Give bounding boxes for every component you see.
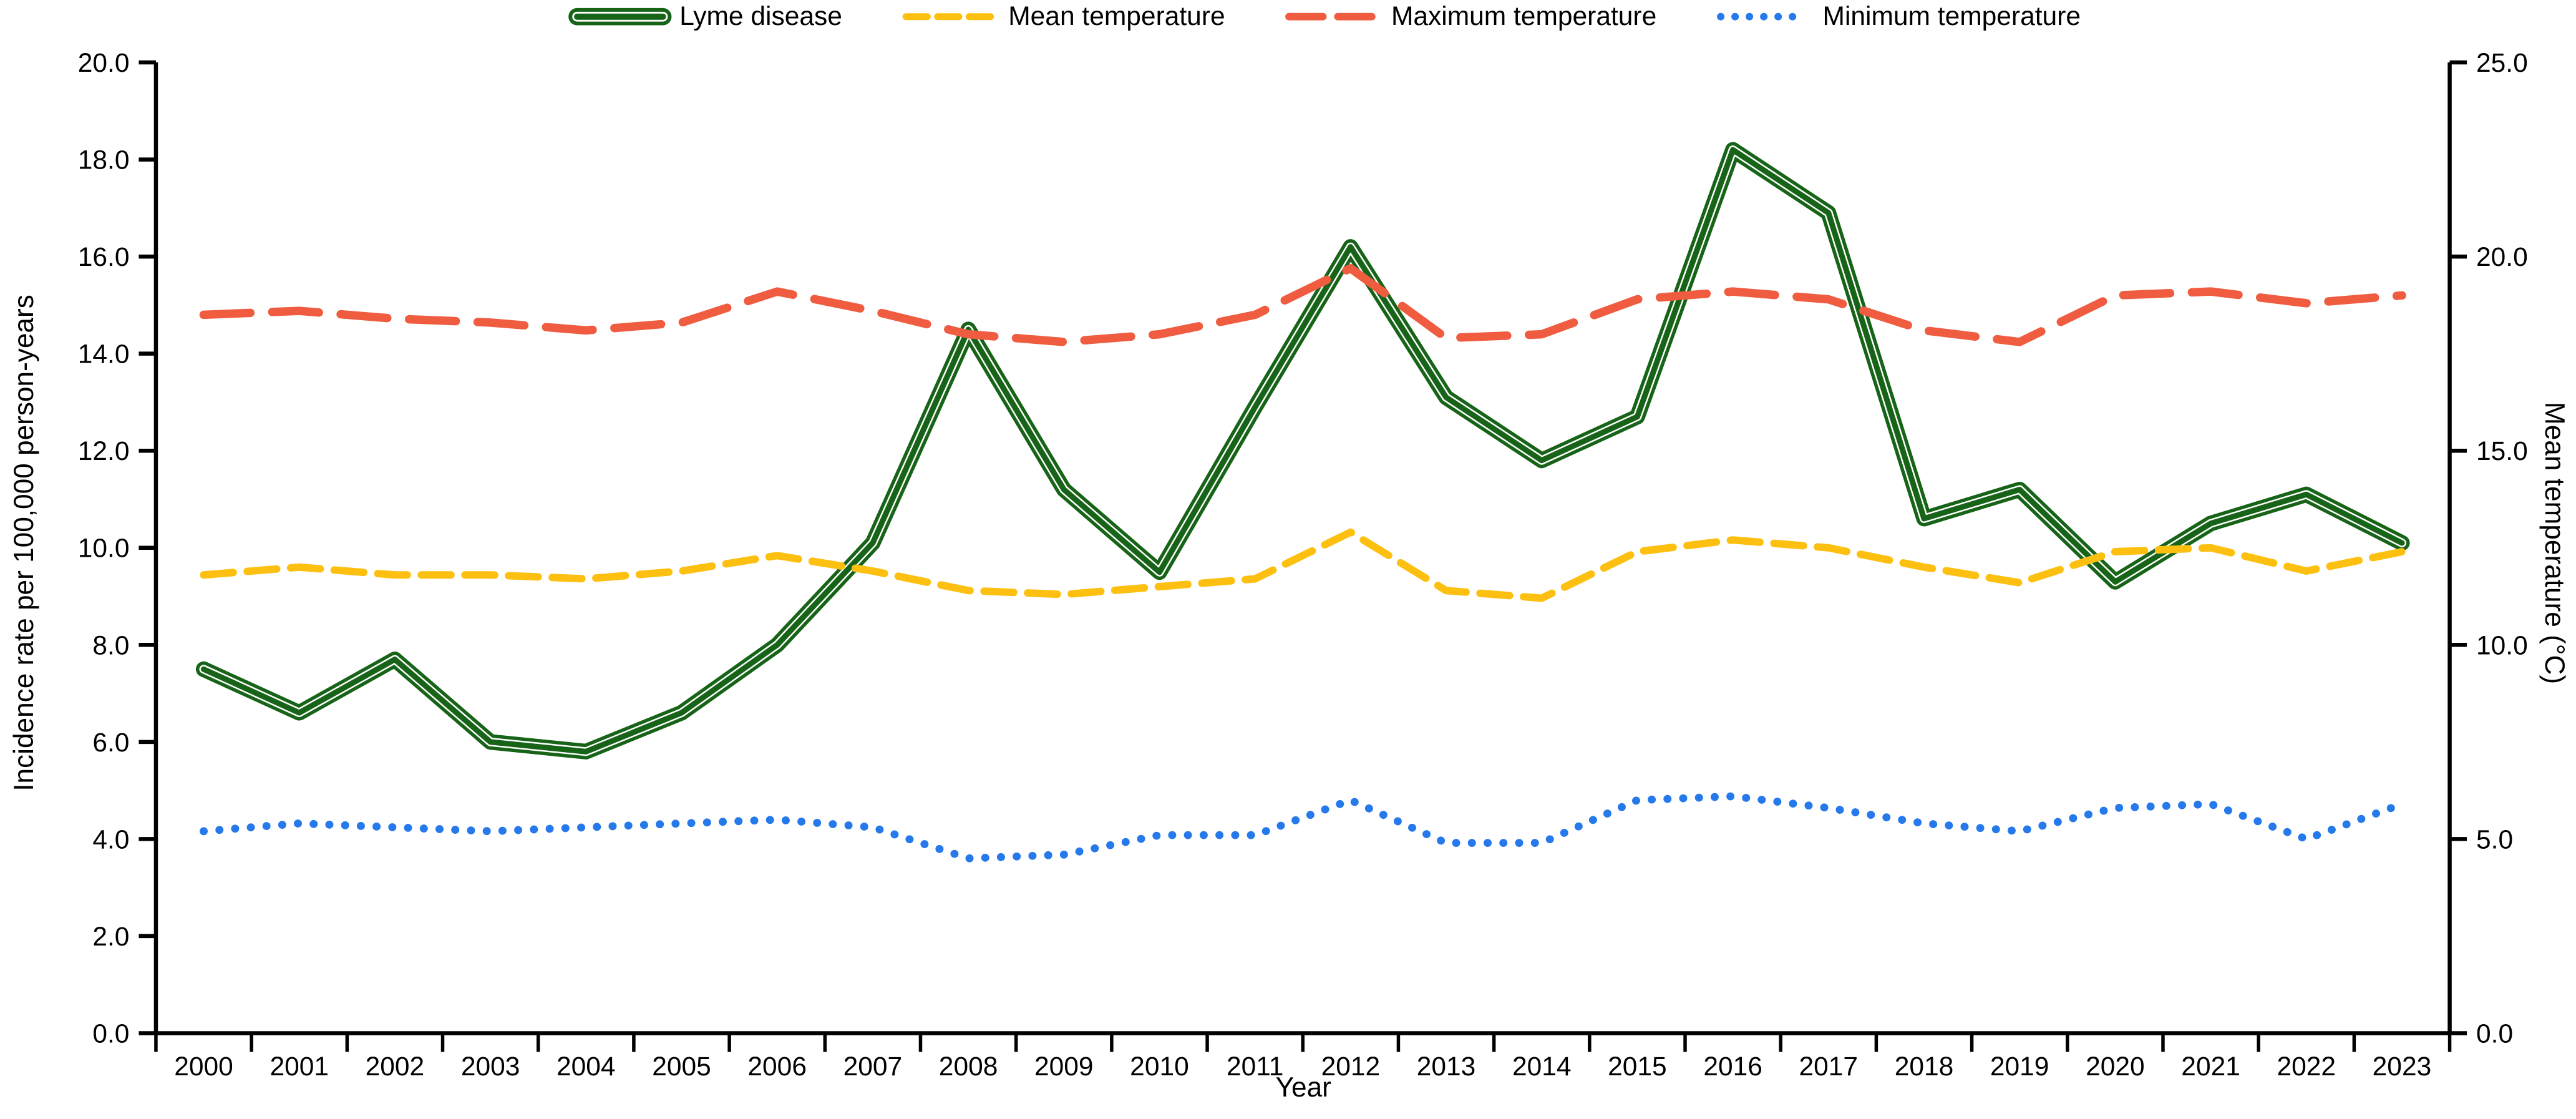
- year-label: 2022: [2277, 1052, 2336, 1082]
- year-label: 2005: [652, 1052, 711, 1082]
- year-label: 2013: [1417, 1052, 1476, 1082]
- lyme-disease-swatch: [568, 7, 672, 26]
- tick-label: 4.0: [92, 825, 129, 854]
- legend-item-minimum-temperature: Minimum temperature: [1716, 1, 2081, 32]
- year-label: 2023: [2373, 1052, 2432, 1082]
- legend-label-minimum-temperature: Minimum temperature: [1822, 1, 2081, 31]
- year-label: 2012: [1321, 1052, 1381, 1082]
- right-axis-ticks: 0.0 5.0 10.0 15.0 20.0 25.0: [2449, 49, 2528, 1048]
- year-label: 2020: [2086, 1052, 2145, 1082]
- year-label: 2008: [939, 1052, 998, 1082]
- tick-label: 10.0: [78, 534, 130, 564]
- year-label: 2004: [557, 1052, 616, 1082]
- legend-label-mean-temperature: Mean temperature: [1008, 1, 1225, 31]
- mean-temperature-swatch: [903, 12, 996, 20]
- maximum-temperature-swatch: [1285, 12, 1379, 21]
- mean-temperature-line: [200, 528, 2406, 602]
- tick-label: 5.0: [2476, 825, 2513, 854]
- year-label: 2006: [747, 1052, 807, 1082]
- tick-label: 20.0: [2476, 243, 2528, 272]
- year-label: 2019: [1990, 1052, 2049, 1082]
- minimum-temperature-line: [200, 792, 2406, 862]
- year-label: 2017: [1799, 1052, 1859, 1082]
- tick-label: 6.0: [92, 728, 129, 758]
- tick-label: 2.0: [92, 922, 129, 952]
- tick-label: 25.0: [2476, 49, 2528, 78]
- x-axis-ticks: 2000 2001 2002 2003 2004 2005 2006 2007 2008 2009…: [154, 1033, 2452, 1082]
- tick-label: 15.0: [2476, 437, 2528, 466]
- left-axis-title: Incidence rate per 100,000 person-years: [9, 294, 40, 791]
- tick-label: 12.0: [78, 437, 130, 466]
- lyme-disease-line: [195, 142, 2410, 760]
- year-label: 2014: [1512, 1052, 1572, 1082]
- year-label: 2016: [1703, 1052, 1762, 1082]
- axes: [153, 62, 2452, 1035]
- tick-label: 10.0: [2476, 631, 2528, 660]
- year-label: 2009: [1034, 1052, 1094, 1082]
- year-label: 2001: [270, 1052, 329, 1082]
- year-label: 2007: [843, 1052, 903, 1082]
- legend-item-maximum-temperature: Maximum temperature: [1285, 1, 1657, 32]
- legend-item-mean-temperature: Mean temperature: [902, 1, 1225, 32]
- x-axis-title: Year: [1275, 1072, 1331, 1103]
- legend: Lyme disease Mean temperature Maximum te…: [568, 1, 2081, 32]
- maximum-temperature-line: [199, 264, 2406, 346]
- tick-label: 8.0: [92, 631, 129, 660]
- tick-label: 16.0: [78, 243, 130, 272]
- legend-item-lyme-disease: Lyme disease: [568, 1, 842, 32]
- year-label: 2018: [1895, 1052, 1954, 1082]
- minimum-temperature-swatch: [1716, 12, 1810, 21]
- left-axis-ticks: 0.0 2.0 4.0 6.0 8.0 10.0 12.0 14.0 16.0 18.0 20.0: [78, 49, 156, 1048]
- legend-label-maximum-temperature: Maximum temperature: [1391, 1, 1657, 31]
- year-label: 2002: [366, 1052, 425, 1082]
- tick-label: 18.0: [78, 146, 130, 175]
- right-axis-title: Mean temperature (°C): [2539, 401, 2570, 684]
- year-label: 2015: [1608, 1052, 1667, 1082]
- tick-label: 0.0: [92, 1019, 129, 1048]
- year-label: 2011: [1227, 1052, 1283, 1082]
- tick-label: 20.0: [78, 49, 130, 78]
- year-label: 2010: [1130, 1052, 1189, 1082]
- year-label: 2003: [461, 1052, 520, 1082]
- tick-label: 0.0: [2476, 1019, 2513, 1048]
- year-label: 2000: [174, 1052, 233, 1082]
- legend-label-lyme-disease: Lyme disease: [679, 1, 842, 31]
- tick-label: 14.0: [78, 340, 130, 369]
- year-label: 2021: [2181, 1052, 2240, 1082]
